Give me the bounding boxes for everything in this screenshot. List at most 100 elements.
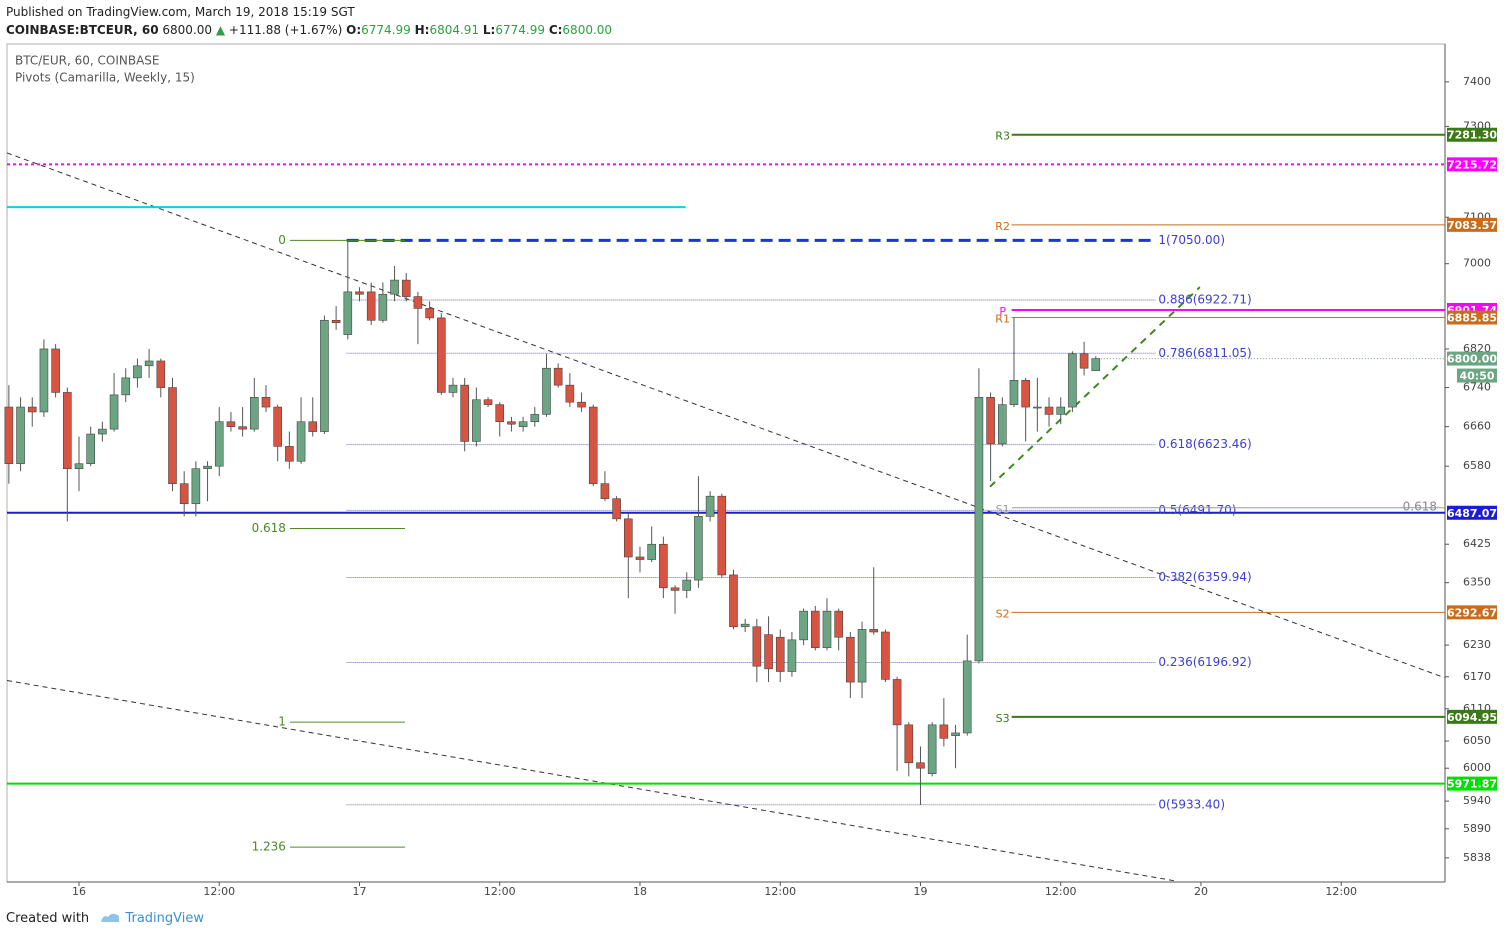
pivot-box	[1447, 709, 1497, 724]
y-tick-label: 7000	[1463, 257, 1491, 270]
pivot-name: R3	[995, 130, 1010, 143]
candle-body	[203, 465, 212, 469]
candle-body	[74, 463, 84, 469]
pivot-name: S3	[996, 712, 1010, 725]
ohlc-value: 6774.99	[361, 23, 411, 37]
candle-body	[63, 392, 72, 469]
candle-body	[156, 360, 166, 388]
candle-body	[846, 636, 855, 683]
pivot-box	[1447, 605, 1497, 620]
candle-body	[250, 397, 259, 430]
candle-body	[168, 387, 177, 484]
candle-body	[507, 421, 516, 425]
legend-series: BTC/EUR, 60, COINBASE	[15, 54, 160, 68]
candle-body	[86, 433, 95, 465]
pivot-box-label: 6094.95	[1447, 711, 1497, 724]
candle-body	[647, 543, 656, 560]
brand[interactable]: TradingView	[125, 911, 204, 926]
candle-body	[191, 468, 201, 505]
candle-body	[343, 291, 353, 335]
fib-label: 0.618(6623.46)	[1158, 437, 1251, 451]
candle-body	[939, 724, 949, 739]
candle-body	[787, 639, 797, 672]
candle-body	[857, 629, 867, 683]
candle-body	[705, 495, 715, 517]
x-tick-label: 12:00	[1045, 885, 1077, 898]
trendline	[6, 152, 1446, 679]
y-tick-label: 6425	[1463, 537, 1491, 550]
pivot-box-label: 6292.67	[1447, 606, 1497, 619]
y-tick-label: 5890	[1463, 822, 1491, 835]
fib-ext-label: 1	[278, 715, 286, 729]
ohlc-key: C:	[548, 23, 563, 37]
candle-body	[729, 574, 738, 628]
x-tick-label: 16	[72, 885, 86, 898]
fib-ext-label: 1.236	[252, 840, 286, 854]
candle-body	[472, 399, 481, 442]
x-tick-label: 12:00	[764, 885, 796, 898]
candle-body	[612, 498, 621, 520]
price-box-label: 6487.07	[1447, 507, 1497, 520]
candle-body	[109, 394, 119, 430]
candle-body	[261, 397, 271, 408]
legend-indicator: Pivots (Camarilla, Weekly, 15)	[15, 71, 195, 85]
y-tick-label: 6000	[1463, 761, 1491, 774]
candle-body	[623, 518, 633, 558]
ohlc-value: 6774.99	[495, 23, 545, 37]
candle-body	[296, 421, 306, 462]
candle-body	[273, 406, 282, 447]
candle-body	[600, 483, 610, 500]
candle-body	[378, 293, 388, 321]
candle-body	[799, 610, 808, 641]
countdown-box	[1457, 368, 1497, 383]
candle-body	[670, 587, 680, 591]
candle-body	[1033, 406, 1042, 409]
price-box	[1447, 505, 1497, 520]
candle-body	[1056, 406, 1066, 415]
pivot-box	[1447, 127, 1497, 142]
candle-body	[144, 360, 154, 367]
ohlc-value: 6804.91	[429, 23, 480, 37]
candle-body	[822, 610, 832, 649]
fib-label: 0.236(6196.92)	[1158, 655, 1251, 669]
candle-body	[553, 367, 563, 386]
candle-body	[1091, 358, 1101, 371]
candle-body	[951, 732, 960, 736]
x-tick-label: 18	[633, 885, 647, 898]
price: 6800.00	[162, 23, 213, 37]
fib-label: 0(5933.40)	[1158, 797, 1225, 811]
pivot-box-label: 7083.57	[1447, 219, 1497, 232]
candle-body	[16, 406, 25, 465]
candle-body	[366, 291, 376, 321]
ohlc-key: H:	[414, 23, 430, 37]
fib-ext-label: 0.618	[252, 521, 286, 535]
candle-body	[448, 384, 458, 393]
ohlc-value: 6800.00	[562, 23, 613, 37]
price-box-label: 7215.72	[1447, 158, 1497, 171]
trendline	[989, 286, 1201, 488]
current-price-box	[1447, 351, 1497, 366]
pivot-box	[1447, 310, 1497, 325]
candle-body	[238, 426, 247, 430]
y-tick-label: 5838	[1463, 851, 1491, 864]
pivot-name: S2	[996, 607, 1010, 620]
candle-body	[1068, 353, 1077, 408]
candle-body	[635, 556, 645, 560]
candle-body	[542, 367, 551, 415]
candle-body	[869, 629, 879, 633]
candle-body	[927, 724, 937, 774]
candle-body	[530, 414, 540, 423]
candle-body	[98, 428, 107, 435]
candle-body	[694, 516, 703, 581]
candle-body	[834, 610, 843, 638]
candle-body	[659, 543, 668, 589]
quote-line: COINBASE:BTCEUR, 60 6800.00 ▲ +111.88 (+…	[6, 21, 612, 39]
candle-body	[881, 631, 890, 680]
candle-body	[588, 406, 598, 484]
symbol: COINBASE:BTCEUR, 60	[6, 23, 159, 37]
y-tick-label: 6230	[1463, 638, 1491, 651]
candle-body	[308, 421, 318, 432]
pivot-box-label: 6885.85	[1447, 312, 1497, 325]
candle-body	[565, 384, 575, 403]
